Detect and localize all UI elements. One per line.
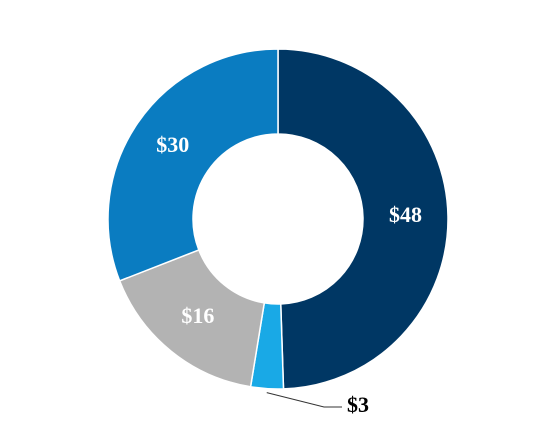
- data-label: $30: [156, 132, 189, 157]
- donut-slice: [118, 248, 266, 388]
- data-label: $16: [181, 303, 214, 328]
- donut-slice: [277, 48, 449, 390]
- data-label: $48: [389, 202, 422, 227]
- data-label: $3: [347, 392, 369, 417]
- leader-line: [266, 392, 342, 408]
- donut-slice: [107, 48, 279, 282]
